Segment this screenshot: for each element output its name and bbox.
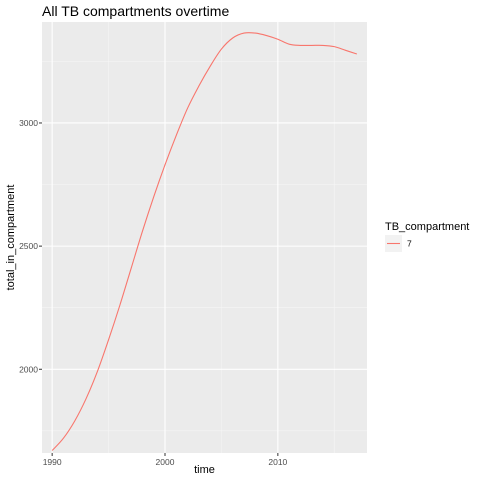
minor-gridlines	[42, 22, 367, 453]
chart-title: All TB compartments overtime	[42, 3, 229, 19]
legend: TB_compartment 7	[385, 221, 469, 252]
y-tick-label: 2500	[19, 241, 38, 251]
x-axis: 1990 2000 2010	[43, 453, 288, 467]
y-axis-title: total_in_compartment	[5, 185, 17, 291]
legend-title: TB_compartment	[385, 221, 469, 233]
y-axis: 2000 2500 3000	[19, 118, 42, 374]
plot-panel	[42, 22, 367, 453]
x-tick-label: 1990	[43, 457, 62, 467]
y-tick-label: 2000	[19, 364, 38, 374]
series-layer	[51, 32, 358, 451]
legend-label: 7	[407, 239, 412, 249]
x-tick-label: 2010	[268, 457, 287, 467]
x-axis-title: time	[194, 464, 215, 476]
x-tick-label: 2000	[156, 457, 175, 467]
major-gridlines	[42, 22, 367, 453]
y-tick-label: 3000	[19, 118, 38, 128]
series-line	[51, 32, 358, 451]
